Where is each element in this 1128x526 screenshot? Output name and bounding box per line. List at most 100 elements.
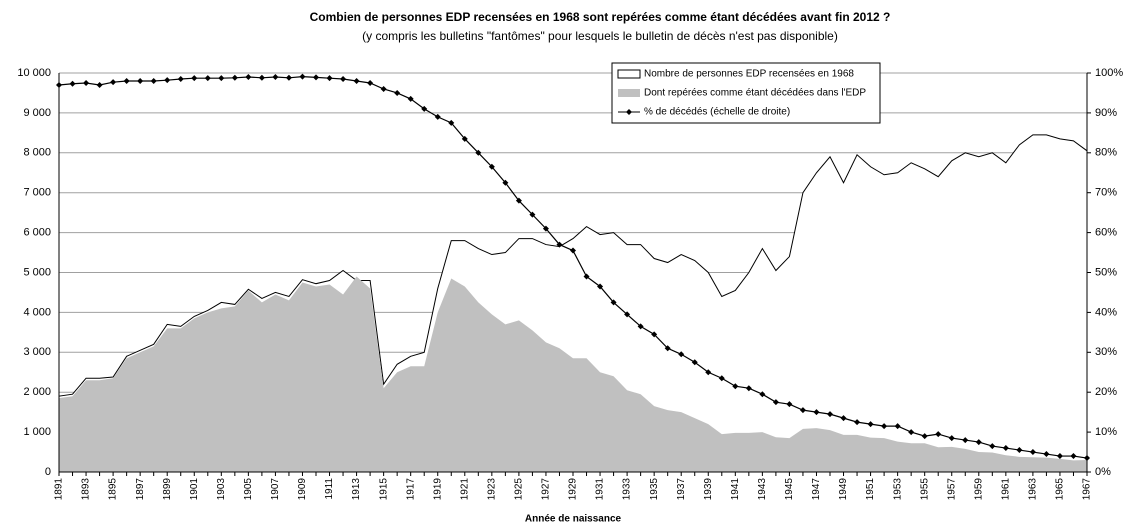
pct-marker — [1016, 447, 1023, 454]
pct-marker — [813, 409, 820, 416]
pct-marker — [231, 74, 238, 81]
pct-marker — [840, 415, 847, 422]
y2-tick-label: 10% — [1095, 426, 1117, 438]
pct-marker — [570, 247, 576, 254]
legend-label: Nombre de personnes EDP recensées en 196… — [644, 69, 854, 80]
x-tick-label: 1903 — [216, 478, 227, 501]
x-tick-label: 1917 — [405, 478, 416, 501]
pct-marker — [759, 391, 766, 398]
pct-marker — [664, 345, 671, 352]
x-tick-label: 1931 — [595, 478, 606, 501]
x-tick-label: 1897 — [135, 478, 146, 501]
pct-marker — [150, 77, 157, 84]
pct-marker — [434, 113, 441, 120]
pct-marker — [691, 359, 698, 366]
x-tick-label: 1963 — [1028, 478, 1039, 501]
legend-swatch — [626, 109, 632, 115]
pct-marker — [1029, 449, 1036, 456]
x-tick-label: 1923 — [486, 478, 497, 501]
pct-marker — [164, 77, 171, 84]
x-tick-label: 1957 — [946, 478, 957, 501]
y-tick-label: 5 000 — [23, 266, 51, 278]
pct-marker — [745, 385, 752, 392]
y2-tick-label: 90% — [1095, 107, 1117, 119]
pct-marker — [285, 74, 292, 81]
y2-tick-label: 20% — [1095, 386, 1117, 398]
x-tick-label: 1911 — [324, 478, 335, 500]
pct-marker — [637, 323, 644, 330]
chart-title: Combien de personnes EDP recensées en 19… — [310, 10, 891, 24]
pct-marker — [921, 433, 928, 440]
area — [59, 276, 1087, 472]
pct-marker — [556, 241, 563, 248]
pct-marker — [475, 149, 482, 156]
pct-marker — [989, 443, 996, 450]
y2-tick-label: 50% — [1095, 266, 1117, 278]
pct-marker — [83, 79, 90, 86]
x-tick-label: 1937 — [676, 478, 687, 501]
pct-marker — [421, 105, 428, 112]
pct-marker — [1043, 451, 1050, 458]
y-tick-label: 1 000 — [23, 426, 51, 438]
x-tick-label: 1919 — [432, 478, 443, 501]
pct-marker — [313, 74, 319, 81]
pct-marker — [340, 75, 347, 82]
pct-marker — [624, 311, 631, 318]
pct-marker — [96, 81, 103, 88]
pct-marker — [218, 75, 225, 82]
pct-marker — [718, 375, 725, 382]
x-tick-label: 1905 — [243, 478, 254, 501]
y2-tick-label: 80% — [1095, 147, 1117, 159]
x-tick-label: 1947 — [811, 478, 822, 501]
pct-marker — [1070, 453, 1077, 460]
x-tick-label: 1909 — [297, 478, 308, 501]
pct-marker — [488, 163, 495, 170]
y2-tick-label: 0% — [1095, 466, 1111, 478]
pct-marker — [948, 435, 955, 442]
pct-marker — [69, 80, 76, 87]
x-tick-label: 1921 — [459, 478, 470, 501]
pct-marker — [908, 429, 915, 436]
x-tick-label: 1927 — [541, 478, 552, 501]
y-tick-label: 10 000 — [17, 67, 51, 79]
pct-marker — [394, 89, 401, 96]
pct-marker — [867, 421, 874, 428]
y-tick-label: 4 000 — [23, 306, 51, 318]
pct-marker — [678, 351, 685, 358]
pct-marker — [597, 283, 604, 290]
pct-marker — [123, 77, 130, 84]
y2-tick-label: 40% — [1095, 306, 1117, 318]
pct-marker — [137, 77, 144, 84]
pct-marker — [177, 75, 184, 82]
pct-marker — [583, 273, 590, 280]
x-tick-label: 1893 — [81, 478, 92, 501]
pct-marker — [772, 399, 779, 406]
pct-marker — [881, 423, 888, 430]
pct-marker — [542, 225, 549, 232]
pct-marker — [529, 211, 536, 218]
x-tick-label: 1907 — [270, 478, 281, 501]
x-tick-label: 1915 — [378, 478, 389, 501]
x-tick-label: 1935 — [649, 478, 660, 501]
x-tick-label: 1941 — [730, 478, 741, 501]
y-tick-label: 0 — [45, 466, 51, 478]
pct-marker — [515, 197, 522, 204]
y2-tick-label: 70% — [1095, 187, 1117, 199]
pct-marker — [353, 77, 360, 84]
x-tick-label: 1955 — [919, 478, 930, 501]
pct-marker — [935, 431, 942, 438]
y-tick-label: 7 000 — [23, 187, 51, 199]
y-tick-label: 2 000 — [23, 386, 51, 398]
y-tick-label: 8 000 — [23, 147, 51, 159]
pct-marker — [502, 179, 509, 186]
pct-marker — [786, 401, 793, 408]
y2-tick-label: 30% — [1095, 346, 1117, 358]
x-tick-label: 1913 — [351, 478, 362, 501]
x-tick-label: 1951 — [865, 478, 876, 501]
x-tick-label: 1933 — [622, 478, 633, 501]
pct-marker — [191, 75, 198, 82]
x-tick-label: 1945 — [784, 478, 795, 501]
y-tick-label: 9 000 — [23, 107, 51, 119]
pct-marker — [732, 383, 739, 390]
